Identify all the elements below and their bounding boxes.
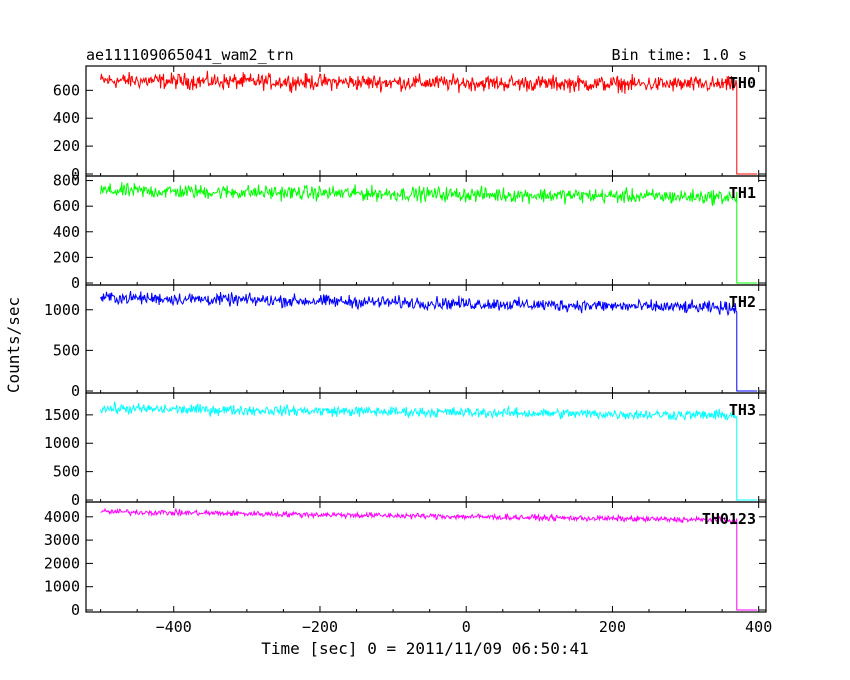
y-tick-label: 0: [71, 601, 80, 619]
x-tick-label: −400: [156, 618, 192, 636]
y-tick-label: 800: [53, 172, 80, 190]
y-tick-label: 4000: [44, 508, 80, 526]
panel-th2: 0 500 1000 TH2: [44, 284, 767, 400]
y-tick-label: 200: [53, 248, 80, 266]
series-label-th1: TH1: [729, 184, 756, 202]
x-tick-label: −200: [302, 618, 338, 636]
y-tick-label: 2000: [44, 554, 80, 572]
series-line-th2: [100, 291, 758, 392]
chart-title: ae111109065041_wam2_trn: [86, 46, 294, 64]
y-tick-label: 0: [71, 274, 80, 292]
panel-th0123: 0 1000 2000 3000 4000 TH0123: [44, 501, 767, 619]
panel-frame: [85, 284, 767, 394]
bin-time-label: Bin time: 1.0 s: [612, 46, 747, 64]
y-tick-label: 500: [53, 341, 80, 359]
series-line-th0: [100, 70, 758, 175]
panel-th3: 0 500 1000 1500 TH3: [44, 392, 767, 509]
y-tick-label: 600: [53, 81, 80, 99]
y-tick-label: 500: [53, 463, 80, 481]
y-tick-label: 1000: [44, 578, 80, 596]
series-line-th1: [100, 181, 758, 284]
y-tick-label: 400: [53, 223, 80, 241]
y-tick-label: 400: [53, 109, 80, 127]
x-tick-label: 200: [599, 618, 626, 636]
series-label-th2: TH2: [729, 293, 756, 311]
y-tick-label: 0: [71, 491, 80, 509]
y-tick-label: 0: [71, 382, 80, 400]
series-line-th0123: [100, 507, 758, 611]
y-tick-label: 3000: [44, 531, 80, 549]
x-axis: −400 −200 0 200 400: [156, 618, 773, 636]
panel-frame: [85, 501, 767, 613]
x-axis-title: Time [sec] 0 = 2011/11/09 06:50:41: [261, 639, 589, 658]
series-label-th3: TH3: [729, 401, 756, 419]
y-tick-label: 0: [71, 165, 80, 183]
panels-group: 0 200 400 600 TH0 0 200 400 600 800 TH1 0 500 1000 TH2…: [44, 65, 767, 619]
series-label-th0: TH0: [729, 74, 756, 92]
y-tick-label: 600: [53, 197, 80, 215]
y-tick-label: 200: [53, 137, 80, 155]
y-tick-label: 1500: [44, 406, 80, 424]
x-tick-label: 400: [745, 618, 772, 636]
series-line-th3: [100, 400, 758, 501]
x-tick-label: 0: [462, 618, 471, 636]
y-tick-label: 1000: [44, 434, 80, 452]
series-label-th0123: TH0123: [702, 510, 756, 528]
y-axis-title: Counts/sec: [4, 297, 23, 393]
panel-th1: 0 200 400 600 800 TH1: [53, 172, 767, 292]
y-tick-label: 1000: [44, 301, 80, 319]
panel-th0: 0 200 400 600 TH0: [53, 65, 767, 183]
